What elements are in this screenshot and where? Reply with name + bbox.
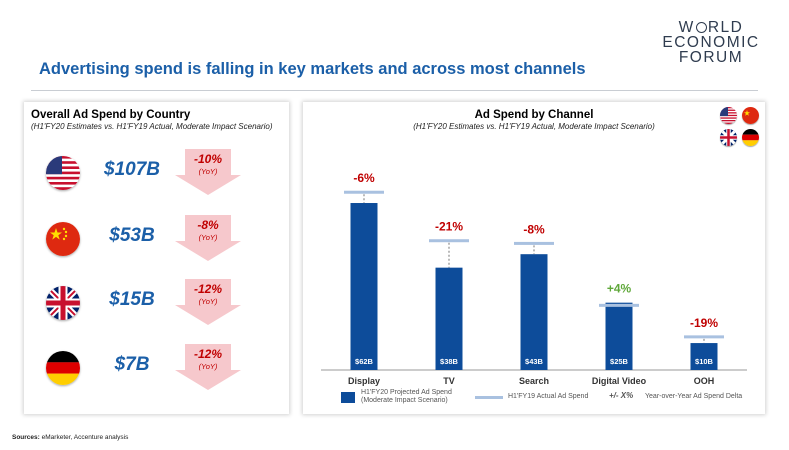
delta-label-tv: -21% — [435, 220, 463, 234]
logo-line-2: ECONOMIC — [662, 34, 760, 51]
germany-amount: $7B — [114, 354, 150, 375]
legend-projected-label: H1'FY20 Projected Ad Spend (Moderate Imp… — [361, 389, 452, 404]
value-label-tv: $38B — [440, 357, 459, 366]
country-row-us: $107B -10% (YoY) — [24, 149, 289, 199]
actual-line-display — [344, 190, 384, 194]
uk-delta: -12% — [193, 282, 222, 296]
value-label-search: $43B — [525, 357, 544, 366]
country-panel-subtitle: (H1'FY20 Estimates vs. H1'FY19 Actual, M… — [31, 122, 273, 131]
category-label-tv: TV — [443, 376, 455, 386]
bar-ooh — [690, 343, 718, 370]
germany-yoy: (YoY) — [198, 362, 218, 371]
value-label-digital-video: $25B — [610, 357, 629, 366]
china-delta-arrow: -8% (YoY) — [175, 215, 241, 261]
uk-yoy: (YoY) — [198, 297, 218, 306]
legend-delta-label: Year-over-Year Ad Spend Delta — [645, 393, 743, 400]
us-yoy: (YoY) — [198, 167, 218, 176]
actual-line-ooh — [684, 335, 724, 339]
us-flag-icon — [720, 107, 737, 124]
uk-delta-arrow: -12% (YoY) — [175, 279, 241, 325]
uk-amount: $15B — [109, 289, 155, 310]
country-row-china: $53B -8% (YoY) — [24, 215, 289, 265]
logo-line-3: FORUM — [678, 49, 744, 66]
value-label-ooh: $10B — [695, 357, 714, 366]
bar-display — [350, 203, 378, 370]
bar-tv — [435, 267, 463, 370]
us-delta: -10% — [193, 152, 222, 166]
germany-delta: -12% — [193, 347, 222, 361]
category-label-display: Display — [348, 376, 380, 386]
category-label-digital-video: Digital Video — [592, 376, 647, 386]
category-label-search: Search — [519, 376, 549, 386]
country-row-germany: $7B -12% (YoY) — [24, 344, 289, 394]
actual-line-digital-video — [599, 303, 639, 307]
channel-bar-chart: $62B -6% Display $38B -21% TV $43B -8% Search $25… — [321, 171, 747, 386]
value-label-display: $62B — [355, 357, 374, 366]
china-flag-icon — [742, 107, 759, 124]
title-divider — [31, 90, 758, 91]
channel-panel: Ad Spend by Channel (H1'FY20 Estimates v… — [303, 102, 765, 414]
legend-delta-symbol: +/- X% — [609, 391, 634, 400]
us-amount: $107B — [104, 159, 160, 180]
legend-projected-swatch — [341, 392, 355, 403]
china-delta: -8% — [197, 218, 219, 232]
us-flag-icon — [46, 156, 80, 190]
us-delta-arrow: -10% (YoY) — [175, 149, 241, 195]
sources-note: Sources: eMarketer, Accenture analysis — [12, 434, 128, 441]
china-yoy: (YoY) — [198, 233, 218, 242]
sources-text: eMarketer, Accenture analysis — [41, 434, 129, 441]
uk-flag-icon — [720, 129, 737, 146]
delta-label-display: -6% — [353, 171, 375, 185]
germany-delta-arrow: -12% (YoY) — [175, 344, 241, 390]
country-panel: Overall Ad Spend by Country (H1'FY20 Est… — [24, 102, 289, 414]
delta-label-search: -8% — [523, 222, 545, 236]
china-amount: $53B — [109, 225, 155, 246]
country-row-uk: $15B -12% (YoY) — [24, 279, 289, 329]
sources-label: Sources: — [12, 434, 40, 441]
germany-flag-icon — [46, 351, 80, 385]
channel-panel-subtitle: (H1'FY20 Estimates vs. H1'FY19 Actual, M… — [413, 122, 655, 131]
category-label-ooh: OOH — [694, 376, 715, 386]
delta-label-ooh: -19% — [690, 316, 718, 330]
legend-actual-label: H1'FY19 Actual Ad Spend — [508, 393, 589, 400]
logo-line-1: W RLD — [678, 19, 744, 36]
wef-logo: W RLD ECONOMIC FORUM — [661, 19, 761, 66]
page-title: Advertising spend is falling in key mark… — [39, 60, 586, 78]
country-panel-title: Overall Ad Spend by Country — [31, 109, 191, 121]
bar-digital-video — [605, 302, 633, 370]
germany-flag-icon — [742, 129, 759, 146]
channel-panel-title: Ad Spend by Channel — [474, 109, 594, 121]
uk-flag-icon — [46, 286, 80, 320]
legend-actual-swatch — [475, 396, 503, 399]
bar-search — [520, 254, 548, 370]
china-flag-icon — [46, 222, 80, 256]
actual-line-search — [514, 241, 554, 245]
actual-line-tv — [429, 239, 469, 243]
delta-label-digital-video: +4% — [607, 282, 632, 296]
